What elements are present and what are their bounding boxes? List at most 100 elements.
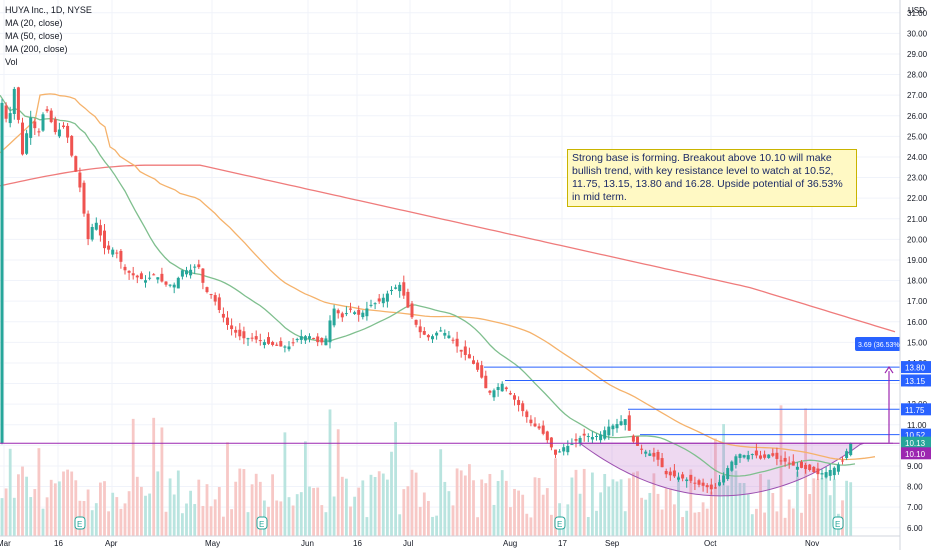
candle — [541, 420, 545, 436]
x-tick-label: Oct — [704, 539, 717, 548]
candle-body — [394, 287, 398, 289]
volume-bar — [730, 468, 734, 536]
volume-bar — [398, 514, 402, 536]
volume-bar — [427, 500, 430, 536]
volume-bar — [640, 497, 643, 536]
candle — [12, 86, 16, 120]
candle-body — [29, 117, 33, 138]
candle — [787, 456, 791, 469]
candle-body — [529, 419, 533, 424]
candle — [484, 370, 488, 389]
candle-body — [824, 472, 828, 478]
candle-body — [205, 287, 209, 293]
analysis-annotation[interactable]: Strong base is forming. Breakout above 1… — [567, 149, 857, 207]
volume-bar — [812, 478, 816, 536]
candle — [459, 349, 463, 358]
candle — [344, 306, 348, 317]
candle — [86, 210, 90, 246]
volume-bar — [742, 483, 746, 536]
candle — [176, 276, 180, 289]
volume-bar — [705, 508, 709, 536]
volume-bar — [648, 492, 652, 536]
candle — [595, 433, 598, 441]
volume-bar — [94, 503, 98, 536]
volume-bar — [623, 511, 627, 536]
upside-arrow-head — [884, 365, 894, 374]
candle-body — [734, 456, 738, 466]
candle — [607, 419, 611, 440]
grid — [0, 0, 900, 536]
candle — [156, 277, 160, 284]
candle-body — [439, 330, 443, 332]
candle-body — [746, 455, 750, 460]
volume-bar — [746, 494, 750, 536]
candle-body — [816, 468, 820, 475]
candle-body — [25, 133, 29, 154]
volume-bar — [381, 473, 385, 536]
candle — [82, 180, 86, 217]
upside-label-box — [855, 337, 901, 351]
candle-body — [226, 317, 229, 325]
candle — [611, 423, 615, 437]
volume-bar — [611, 479, 615, 536]
candle-body — [611, 425, 615, 430]
candle-body — [759, 455, 762, 459]
volume-bar — [578, 493, 582, 536]
candle — [754, 443, 758, 459]
candle — [103, 223, 106, 255]
candle — [816, 462, 820, 480]
x-tick-label: Mar — [0, 539, 11, 548]
candle-body — [648, 453, 652, 456]
candle — [127, 270, 131, 280]
candle-body — [443, 332, 447, 336]
candle — [726, 465, 730, 481]
resistance-10-52-tag-label: 10.52 — [905, 431, 926, 440]
y-tick-label: 18.00 — [907, 277, 928, 286]
candle — [115, 249, 119, 259]
candle — [98, 219, 102, 242]
candle-body — [340, 313, 344, 318]
legend-symbol: HUYA Inc., 1D, NYSE — [5, 5, 92, 15]
volume-bar — [800, 512, 803, 536]
candle — [615, 418, 619, 433]
candle — [8, 106, 12, 128]
candle — [316, 333, 320, 347]
candle-body — [107, 245, 111, 250]
candle-body — [701, 482, 705, 486]
volume-bar — [217, 487, 221, 536]
candle-body — [787, 462, 791, 464]
candle-body — [500, 383, 504, 392]
candle-body — [180, 270, 184, 277]
candle-body — [254, 336, 258, 340]
candle — [570, 438, 574, 445]
candle — [62, 122, 65, 129]
x-tick-label: Jun — [301, 539, 314, 548]
candle-body — [418, 326, 422, 333]
candle — [652, 447, 656, 462]
candle — [373, 302, 377, 310]
candle — [783, 451, 787, 467]
x-tick-label: Jul — [403, 539, 413, 548]
candle — [742, 454, 746, 459]
volume-bar — [29, 497, 33, 536]
candle — [172, 282, 176, 294]
volume-bar — [308, 486, 311, 536]
candle — [90, 223, 94, 242]
candle — [139, 271, 143, 280]
volume-bar — [406, 486, 410, 536]
candle-body — [697, 480, 701, 485]
volume-bar — [234, 481, 238, 536]
candle-body — [484, 375, 488, 389]
candle-body — [812, 466, 816, 473]
volume-bar — [718, 479, 721, 536]
candle-body — [90, 227, 94, 240]
volume-bar — [734, 470, 738, 536]
candle — [599, 431, 603, 443]
volume-bar — [324, 512, 328, 536]
y-tick-label: 6.00 — [907, 524, 923, 533]
earnings-marker — [554, 516, 566, 530]
volume-bar — [808, 494, 812, 536]
candle-body — [656, 451, 660, 460]
volume-bar — [763, 512, 766, 536]
